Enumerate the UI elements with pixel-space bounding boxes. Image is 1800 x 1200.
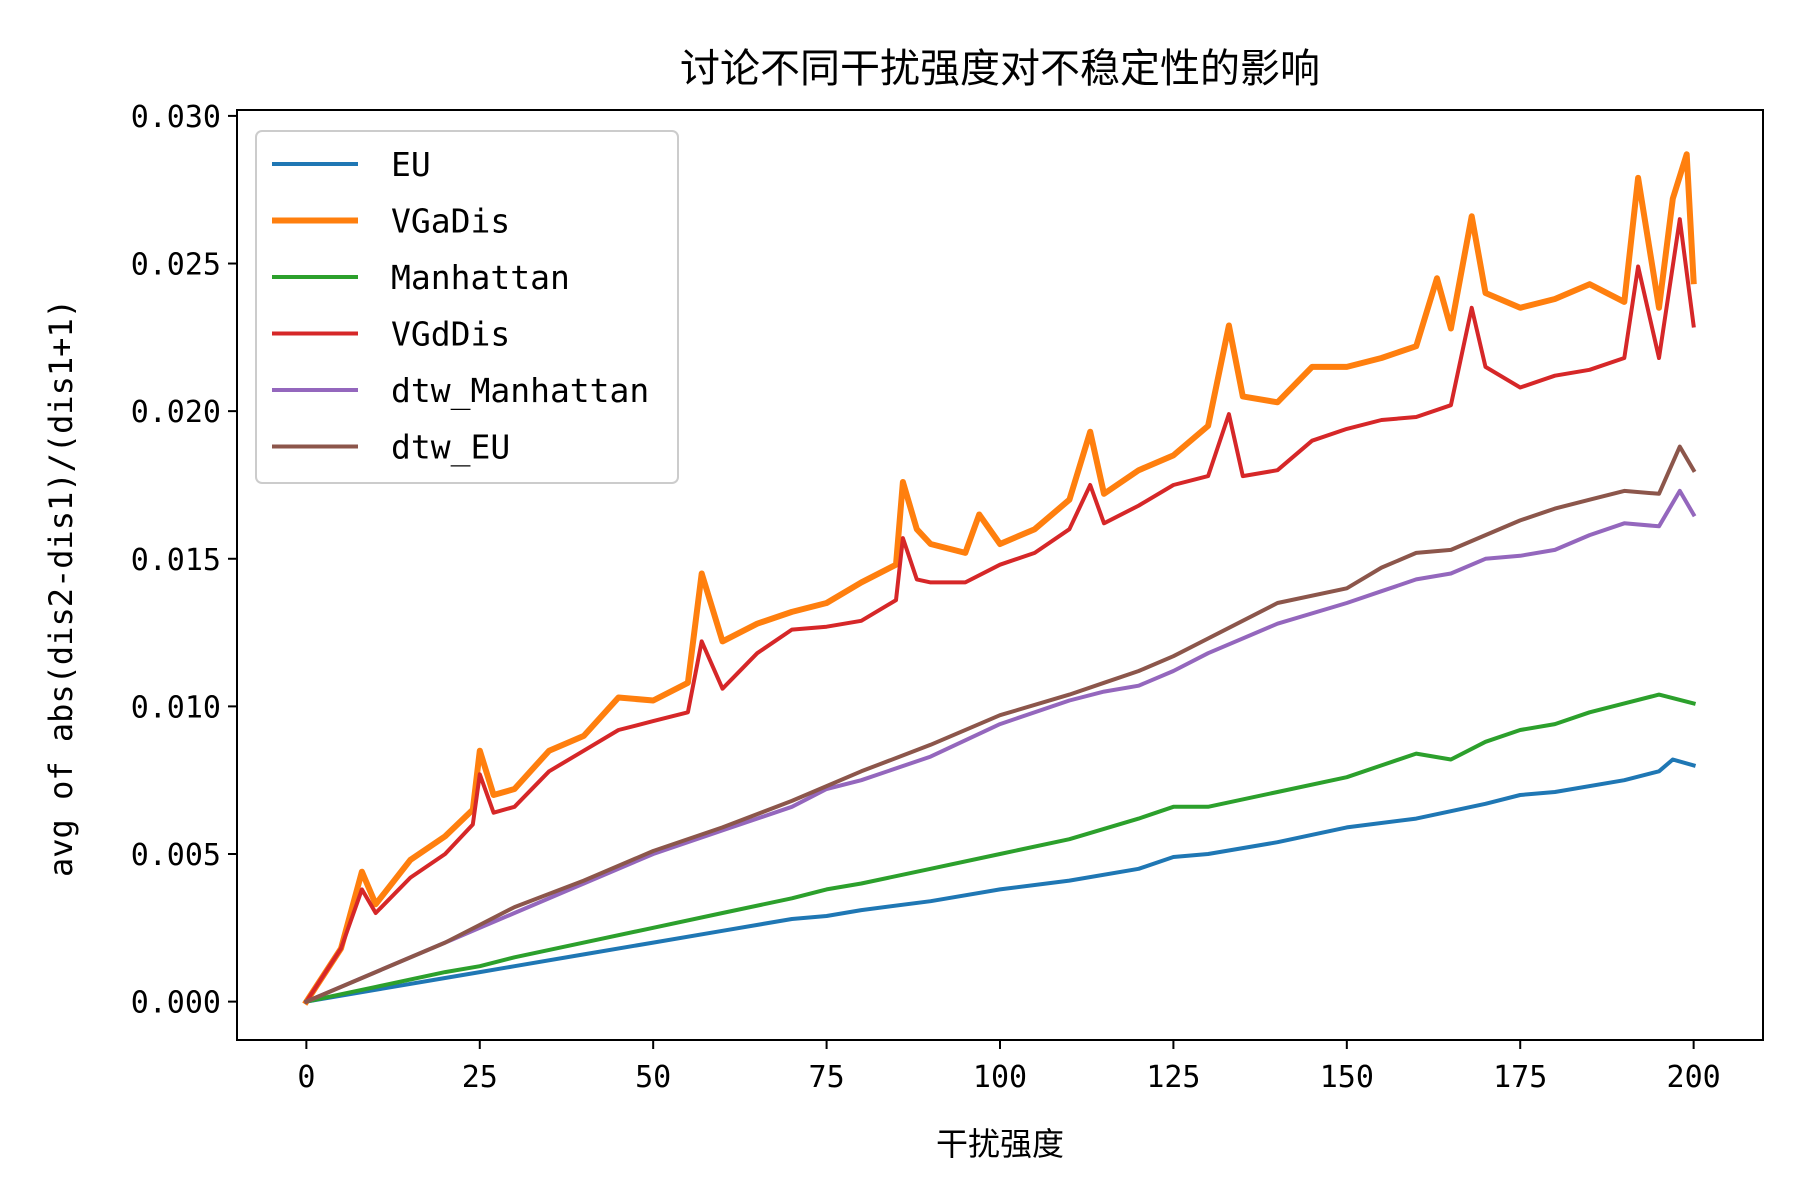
x-axis: 0 25 50 75 100 125 150 175 200 [297, 1040, 1721, 1095]
y-tick-label: 0.005 [131, 838, 221, 873]
x-tick-label: 25 [462, 1060, 498, 1095]
y-tick-label: 0.010 [131, 690, 221, 725]
x-tick-label: 50 [635, 1060, 671, 1095]
x-tick-label: 100 [973, 1060, 1027, 1095]
y-tick-label: 0.000 [131, 986, 221, 1021]
y-tick-label: 0.020 [131, 395, 221, 430]
series-line-dtw-manhattan [303, 488, 1697, 1005]
legend-label: dtw_Manhattan [391, 371, 649, 411]
series-line-dtw-eu [303, 444, 1697, 1005]
series-line-vgadis [302, 151, 1697, 1006]
x-tick-label: 150 [1320, 1060, 1374, 1095]
x-axis-label: 干扰强度 [936, 1125, 1064, 1163]
y-tick-label: 0.025 [131, 248, 221, 283]
legend-box [255, 130, 679, 484]
x-tick-label: 125 [1146, 1060, 1200, 1095]
x-tick-label: 200 [1667, 1060, 1721, 1095]
legend-label: VGaDis [391, 202, 510, 241]
legend-label: Manhattan [391, 258, 570, 297]
y-tick-label: 0.015 [131, 543, 221, 578]
y-axis-label: avg of abs(dis2-dis1)/(dis1+1) [42, 299, 80, 877]
x-tick-label: 0 [297, 1060, 315, 1095]
series-line-eu [304, 757, 1697, 1004]
series-layer [302, 151, 1697, 1006]
y-tick-label: 0.030 [131, 100, 221, 135]
series-line-vgddis [303, 217, 1696, 1005]
x-tick-label: 75 [809, 1060, 845, 1095]
legend-label: dtw_EU [391, 428, 510, 468]
series-line-manhattan [304, 692, 1697, 1004]
legend-label: VGdDis [391, 315, 510, 354]
x-tick-label: 175 [1493, 1060, 1547, 1095]
chart-title: 讨论不同干扰强度对不稳定性的影响 [680, 46, 1320, 92]
legend-label: EU [391, 145, 431, 184]
legend: EU VGaDis Manhattan VGdDis dtw_Manhattan dtw_… [255, 130, 679, 484]
y-axis: 0.000 0.005 0.010 0.015 0.020 0.025 0.030 [131, 100, 237, 1021]
